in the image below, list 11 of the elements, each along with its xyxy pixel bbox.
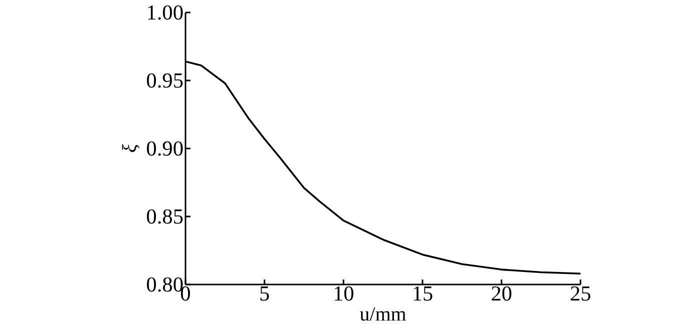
x-tick-label: 20 (490, 282, 512, 306)
y-tick-label: 0.90 (146, 136, 184, 160)
x-tick-label: 10 (332, 282, 354, 306)
y-tick-label: 0.85 (146, 204, 184, 228)
y-axis-title: ξ (119, 144, 142, 153)
x-tick-label: 5 (259, 282, 270, 306)
y-tick-label: 1.00 (146, 0, 184, 24)
x-tick-label: 25 (570, 282, 592, 306)
y-tick-label: 0.95 (146, 68, 184, 92)
x-axis-title: u/mm (360, 304, 407, 326)
x-tick-label: 15 (412, 282, 434, 306)
